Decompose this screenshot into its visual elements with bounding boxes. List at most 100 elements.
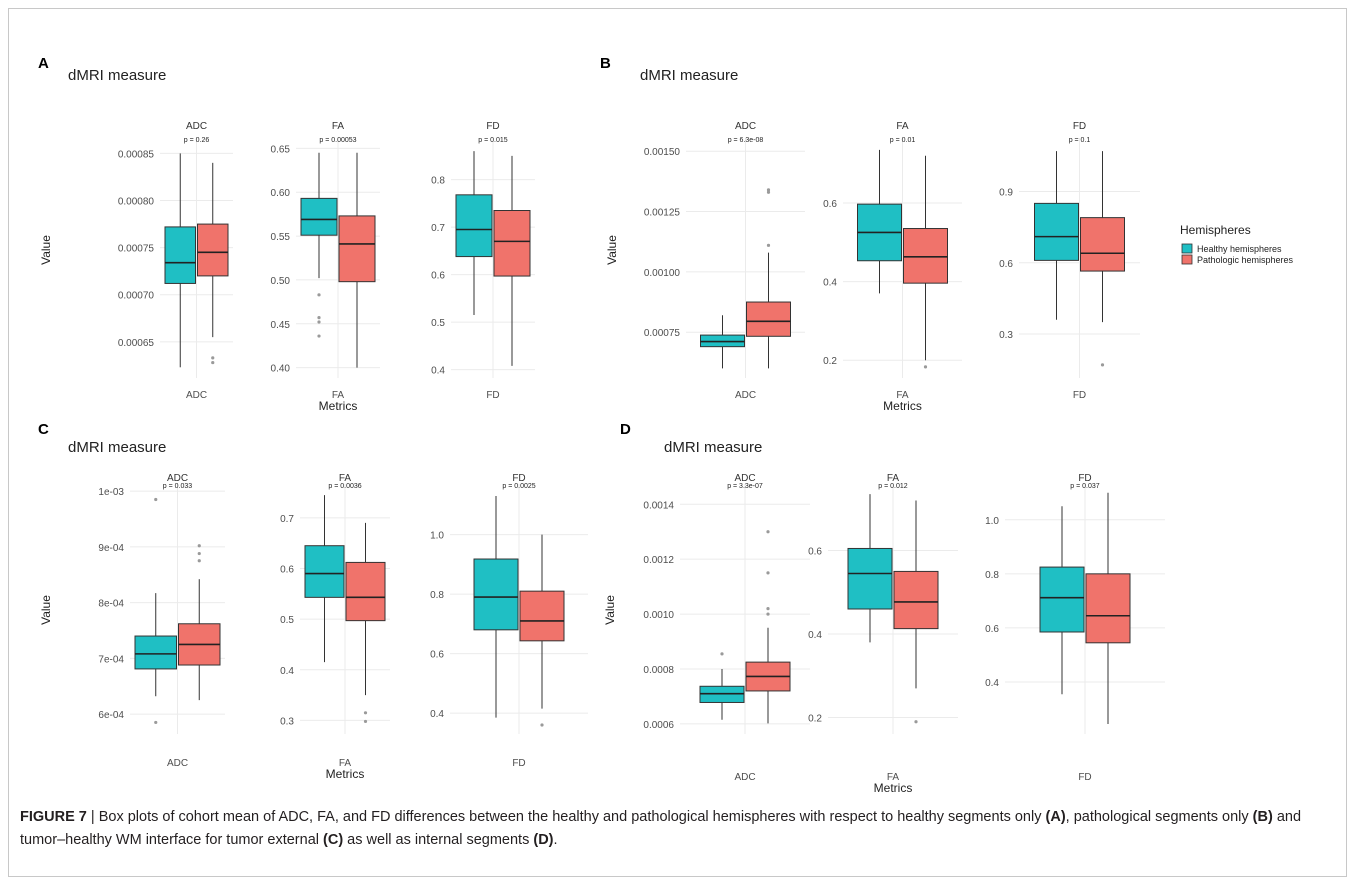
- box-iqr: [1039, 566, 1085, 633]
- y-tick-label: 0.65: [271, 144, 291, 155]
- pathologic-box: [745, 530, 791, 724]
- outlier-point: [766, 571, 770, 575]
- healthy-box: [857, 149, 902, 294]
- healthy-box: [1034, 151, 1079, 320]
- figure-caption: FIGURE 7 | Box plots of cohort mean of A…: [20, 806, 1340, 852]
- x-tick-label: FA: [339, 758, 352, 769]
- y-tick-label: 0.6: [985, 624, 999, 635]
- box-iqr: [134, 635, 177, 670]
- outlier-point: [154, 497, 158, 502]
- y-tick-label: 0.6: [999, 259, 1013, 270]
- y-tick-label: 0.6: [808, 547, 822, 558]
- y-tick-label: 0.6: [431, 271, 445, 282]
- box-iqr: [164, 226, 196, 284]
- y-axis-label: Value: [39, 235, 53, 265]
- y-tick-label: 0.5: [431, 318, 445, 329]
- y-tick-label: 0.7: [431, 223, 445, 234]
- y-tick-label: 1e-03: [98, 487, 124, 498]
- pathologic-box: [1080, 151, 1125, 367]
- p-value-label: p = 0.033: [163, 483, 192, 490]
- box-iqr: [473, 558, 519, 631]
- box-iqr: [746, 301, 791, 337]
- facet-strip-label: ADC: [735, 121, 756, 132]
- facet-strip-label: FA: [887, 473, 900, 484]
- box-iqr: [1085, 573, 1131, 644]
- y-axis-label: Value: [603, 595, 617, 625]
- box-iqr: [493, 210, 531, 277]
- p-value-label: p = 3.3e-07: [727, 483, 763, 490]
- p-value-label: p = 0.1: [1069, 137, 1091, 144]
- pathologic-box: [345, 522, 386, 724]
- caption-ref-b: (B): [1252, 809, 1273, 825]
- x-tick-label: FD: [1073, 390, 1086, 401]
- x-tick-label: FD: [1078, 772, 1091, 783]
- y-tick-label: 0.6: [823, 199, 837, 210]
- y-tick-label: 0.4: [808, 630, 822, 641]
- facet-fd: 0.4 0.5 0.6 0.7 0.8 FD p = 0.015 FD: [431, 121, 535, 401]
- caption-separator: |: [86, 809, 99, 825]
- facet-strip-label: ADC: [186, 121, 207, 132]
- y-tick-label: 0.3: [999, 330, 1013, 341]
- box-iqr: [847, 547, 893, 610]
- pathologic-box: [746, 188, 791, 369]
- y-tick-label: 0.60: [271, 188, 291, 199]
- y-tick-label: 0.0006: [643, 720, 674, 731]
- p-value-label: p = 6.3e-08: [728, 137, 764, 144]
- healthy-box: [847, 494, 893, 643]
- y-tick-label: 0.00085: [118, 149, 155, 160]
- healthy-box: [699, 652, 745, 720]
- x-axis-label: Metrics: [874, 781, 913, 795]
- panel-letter: C: [38, 421, 49, 438]
- y-tick-label: 0.00070: [118, 291, 155, 302]
- y-tick-label: 7e-04: [98, 654, 124, 665]
- x-axis-label: Metrics: [319, 399, 358, 413]
- facet-adc: 0.00075 0.00100 0.00125 0.00150 ADC p = 6.3e-…: [644, 121, 805, 401]
- healthy-box: [164, 153, 196, 368]
- outlier-point: [766, 190, 771, 194]
- facet-strip-label: FA: [896, 121, 909, 132]
- pathologic-box: [197, 162, 229, 365]
- box-iqr: [300, 197, 338, 236]
- box-iqr: [1080, 217, 1125, 272]
- y-tick-label: 0.4: [280, 666, 294, 677]
- outlier-point: [363, 711, 368, 715]
- caption-text-5: .: [553, 832, 558, 848]
- y-tick-label: 0.00080: [118, 197, 155, 208]
- y-tick-label: 0.00075: [644, 328, 681, 339]
- y-tick-label: 0.0014: [643, 500, 674, 511]
- facet-fd: 0.3 0.6 0.9 FD p = 0.1 FD: [999, 121, 1140, 401]
- box-iqr: [893, 570, 939, 630]
- outlier-point: [540, 723, 544, 727]
- y-tick-label: 0.5: [280, 615, 294, 626]
- y-tick-label: 0.00100: [644, 268, 681, 279]
- y-tick-label: 0.8: [985, 570, 999, 581]
- box-iqr: [345, 561, 386, 622]
- y-tick-label: 0.9: [999, 188, 1013, 199]
- facet-strip-label: FD: [1073, 121, 1086, 132]
- x-tick-label: ADC: [735, 390, 756, 401]
- y-tick-label: 0.50: [271, 276, 291, 287]
- legend-entry-label: Healthy hemispheres: [1197, 244, 1282, 254]
- facet-adc: 0.00065 0.00070 0.00075 0.00080 0.00085 ADC p …: [118, 121, 233, 401]
- x-tick-label: FA: [332, 390, 345, 401]
- legend-title: Hemispheres: [1180, 223, 1251, 237]
- y-tick-label: 6e-04: [98, 710, 124, 721]
- panel-title: dMRI measure: [68, 439, 166, 456]
- p-value-label: p = 0.0025: [502, 483, 535, 490]
- caption-text-2: , pathological segments only: [1065, 809, 1253, 825]
- outlier-point: [1100, 363, 1105, 367]
- facet-fa: 0.40 0.45 0.50 0.55 0.60 0.65 FA p = 0.00053 FA: [271, 121, 380, 401]
- y-tick-label: 0.7: [280, 514, 294, 525]
- caption-ref-a: (A): [1045, 809, 1066, 825]
- p-value-label: p = 0.015: [478, 137, 507, 144]
- y-tick-label: 0.4: [430, 709, 444, 720]
- p-value-label: p = 0.012: [878, 483, 907, 490]
- y-tick-label: 0.00125: [644, 208, 681, 219]
- pathologic-box: [178, 544, 221, 701]
